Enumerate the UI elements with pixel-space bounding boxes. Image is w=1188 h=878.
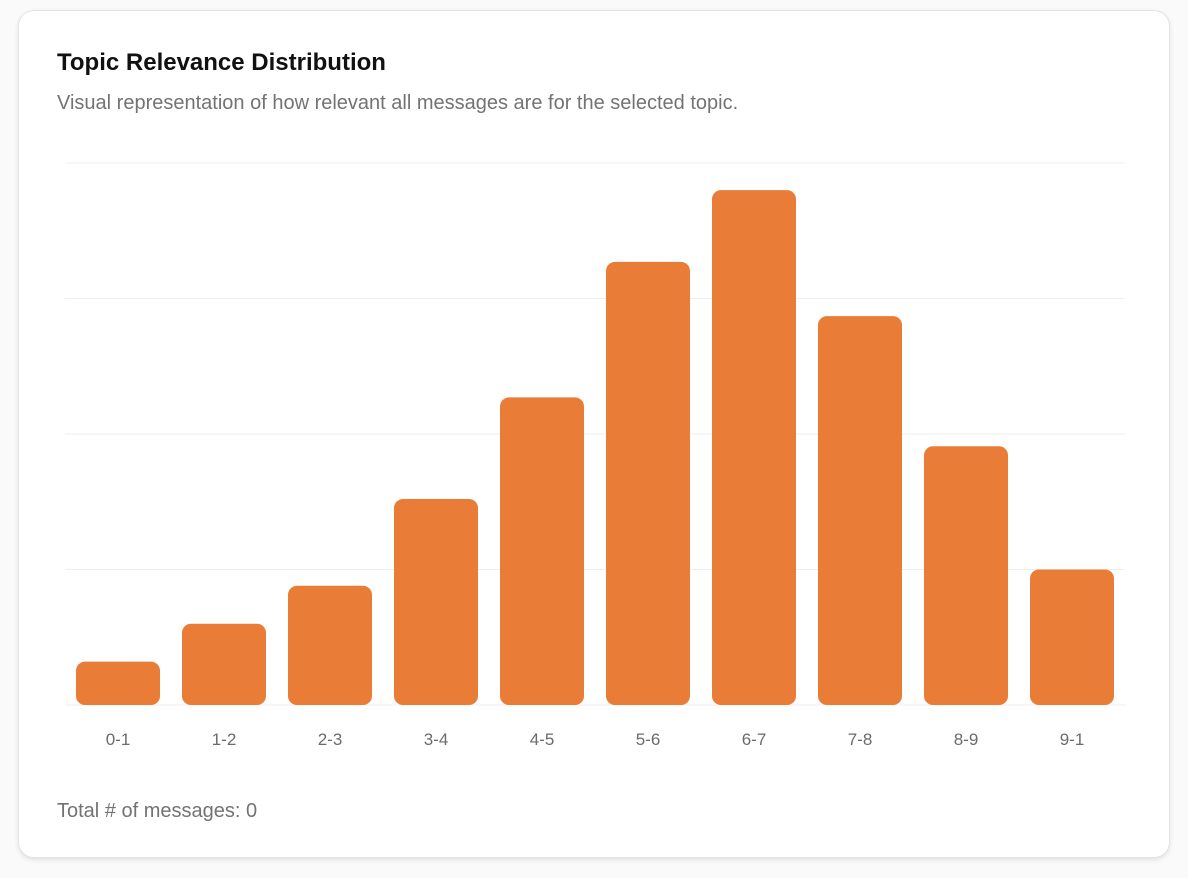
x-axis-labels: 0-1 1-2 2-3 3-4 4-5 5-6 6-7 7-8 8-9 9-1 [106, 730, 1085, 749]
x-tick-label: 4-5 [530, 730, 555, 749]
x-tick-label: 9-1 [1060, 730, 1085, 749]
x-tick-label: 3-4 [424, 730, 449, 749]
bar-5-6[interactable] [606, 261, 690, 705]
x-tick-label: 1-2 [212, 730, 237, 749]
bar-9-1[interactable] [1030, 569, 1114, 706]
chart-title: Topic Relevance Distribution [57, 49, 386, 76]
bars [76, 190, 1114, 706]
x-tick-label: 0-1 [106, 730, 131, 749]
bar-2-3[interactable] [288, 585, 372, 705]
bar-3-4[interactable] [394, 499, 478, 705]
bar-7-8[interactable] [818, 316, 902, 705]
bar-6-7[interactable] [712, 190, 796, 706]
x-tick-label: 6-7 [742, 730, 767, 749]
x-tick-label: 2-3 [318, 730, 343, 749]
bar-4-5[interactable] [500, 397, 584, 705]
bar-0-1[interactable] [76, 661, 160, 705]
x-tick-label: 7-8 [848, 730, 873, 749]
bar-chart: 0-1 1-2 2-3 3-4 4-5 5-6 6-7 7-8 8-9 9-1 [65, 162, 1125, 749]
total-messages: Total # of messages: 0 [57, 800, 258, 822]
bar-1-2[interactable] [182, 623, 266, 705]
x-tick-label: 5-6 [636, 730, 661, 749]
x-tick-label: 8-9 [954, 730, 979, 749]
chart-subtitle: Visual representation of how relevant al… [57, 92, 739, 114]
chart-card: Topic Relevance Distribution Visual repr… [18, 10, 1170, 858]
bar-8-9[interactable] [924, 446, 1008, 705]
